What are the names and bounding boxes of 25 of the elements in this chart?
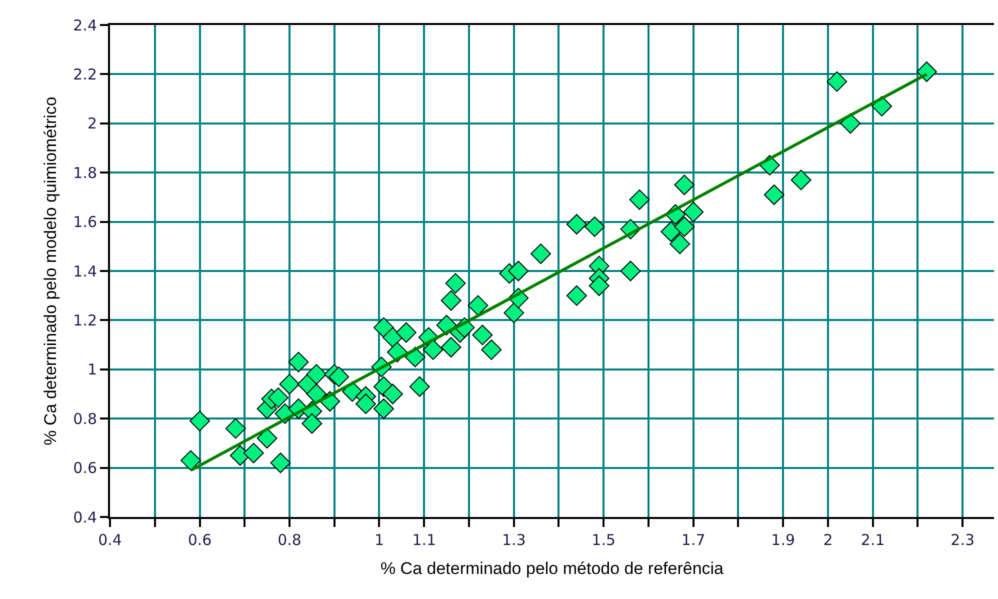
x-tick-label: 1.9 <box>771 531 796 549</box>
x-tick-label: 1.5 <box>592 531 616 549</box>
x-tick-label: 2.1 <box>860 531 885 549</box>
x-axis-title: % Ca determinado pelo método de referência <box>380 558 724 578</box>
y-tick-label: 2.4 <box>73 16 97 34</box>
y-tick-label: 1.6 <box>73 213 97 232</box>
x-tick-label: 1 <box>374 531 384 549</box>
y-tick-label: 0.4 <box>73 508 97 526</box>
x-tick-label: 1.3 <box>502 531 526 549</box>
x-tick-label: 0.6 <box>188 531 212 549</box>
x-tick-label: 1.1 <box>412 531 436 549</box>
y-tick-label: 1.8 <box>73 164 97 182</box>
x-tick-label: 0.8 <box>278 531 302 549</box>
y-tick-label: 0.8 <box>73 410 97 428</box>
y-tick-label: 1.4 <box>73 262 97 280</box>
y-tick-label: 2.2 <box>73 65 97 84</box>
x-tick-label: 1.7 <box>681 531 706 549</box>
y-axis-title: % Ca determinado pelo modelo quimiométrico <box>41 96 60 446</box>
y-tick-label: 0.6 <box>73 459 97 478</box>
y-tick-label: 1 <box>87 360 97 379</box>
x-tick-label: 2 <box>823 531 833 549</box>
x-tick-label: 2.3 <box>950 531 975 549</box>
x-tick-label: 0.4 <box>98 531 122 549</box>
y-tick-label: 1.2 <box>73 311 97 330</box>
y-tick-label: 2 <box>87 114 97 133</box>
